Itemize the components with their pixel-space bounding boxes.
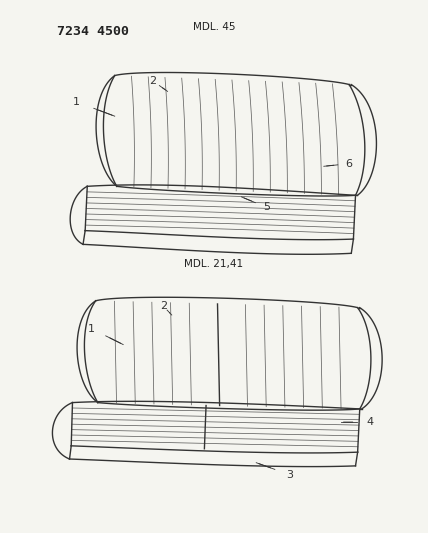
- Text: 4: 4: [367, 417, 374, 427]
- Text: MDL. 21,41: MDL. 21,41: [184, 259, 244, 269]
- Text: MDL. 45: MDL. 45: [193, 21, 235, 31]
- Text: 3: 3: [286, 470, 294, 480]
- Text: 1: 1: [73, 97, 80, 107]
- Text: 2: 2: [149, 76, 156, 86]
- Text: 1: 1: [88, 324, 95, 334]
- Text: 5: 5: [263, 203, 270, 213]
- Text: 2: 2: [160, 301, 167, 311]
- Text: 6: 6: [346, 159, 353, 168]
- Text: 7234 4500: 7234 4500: [57, 25, 129, 37]
